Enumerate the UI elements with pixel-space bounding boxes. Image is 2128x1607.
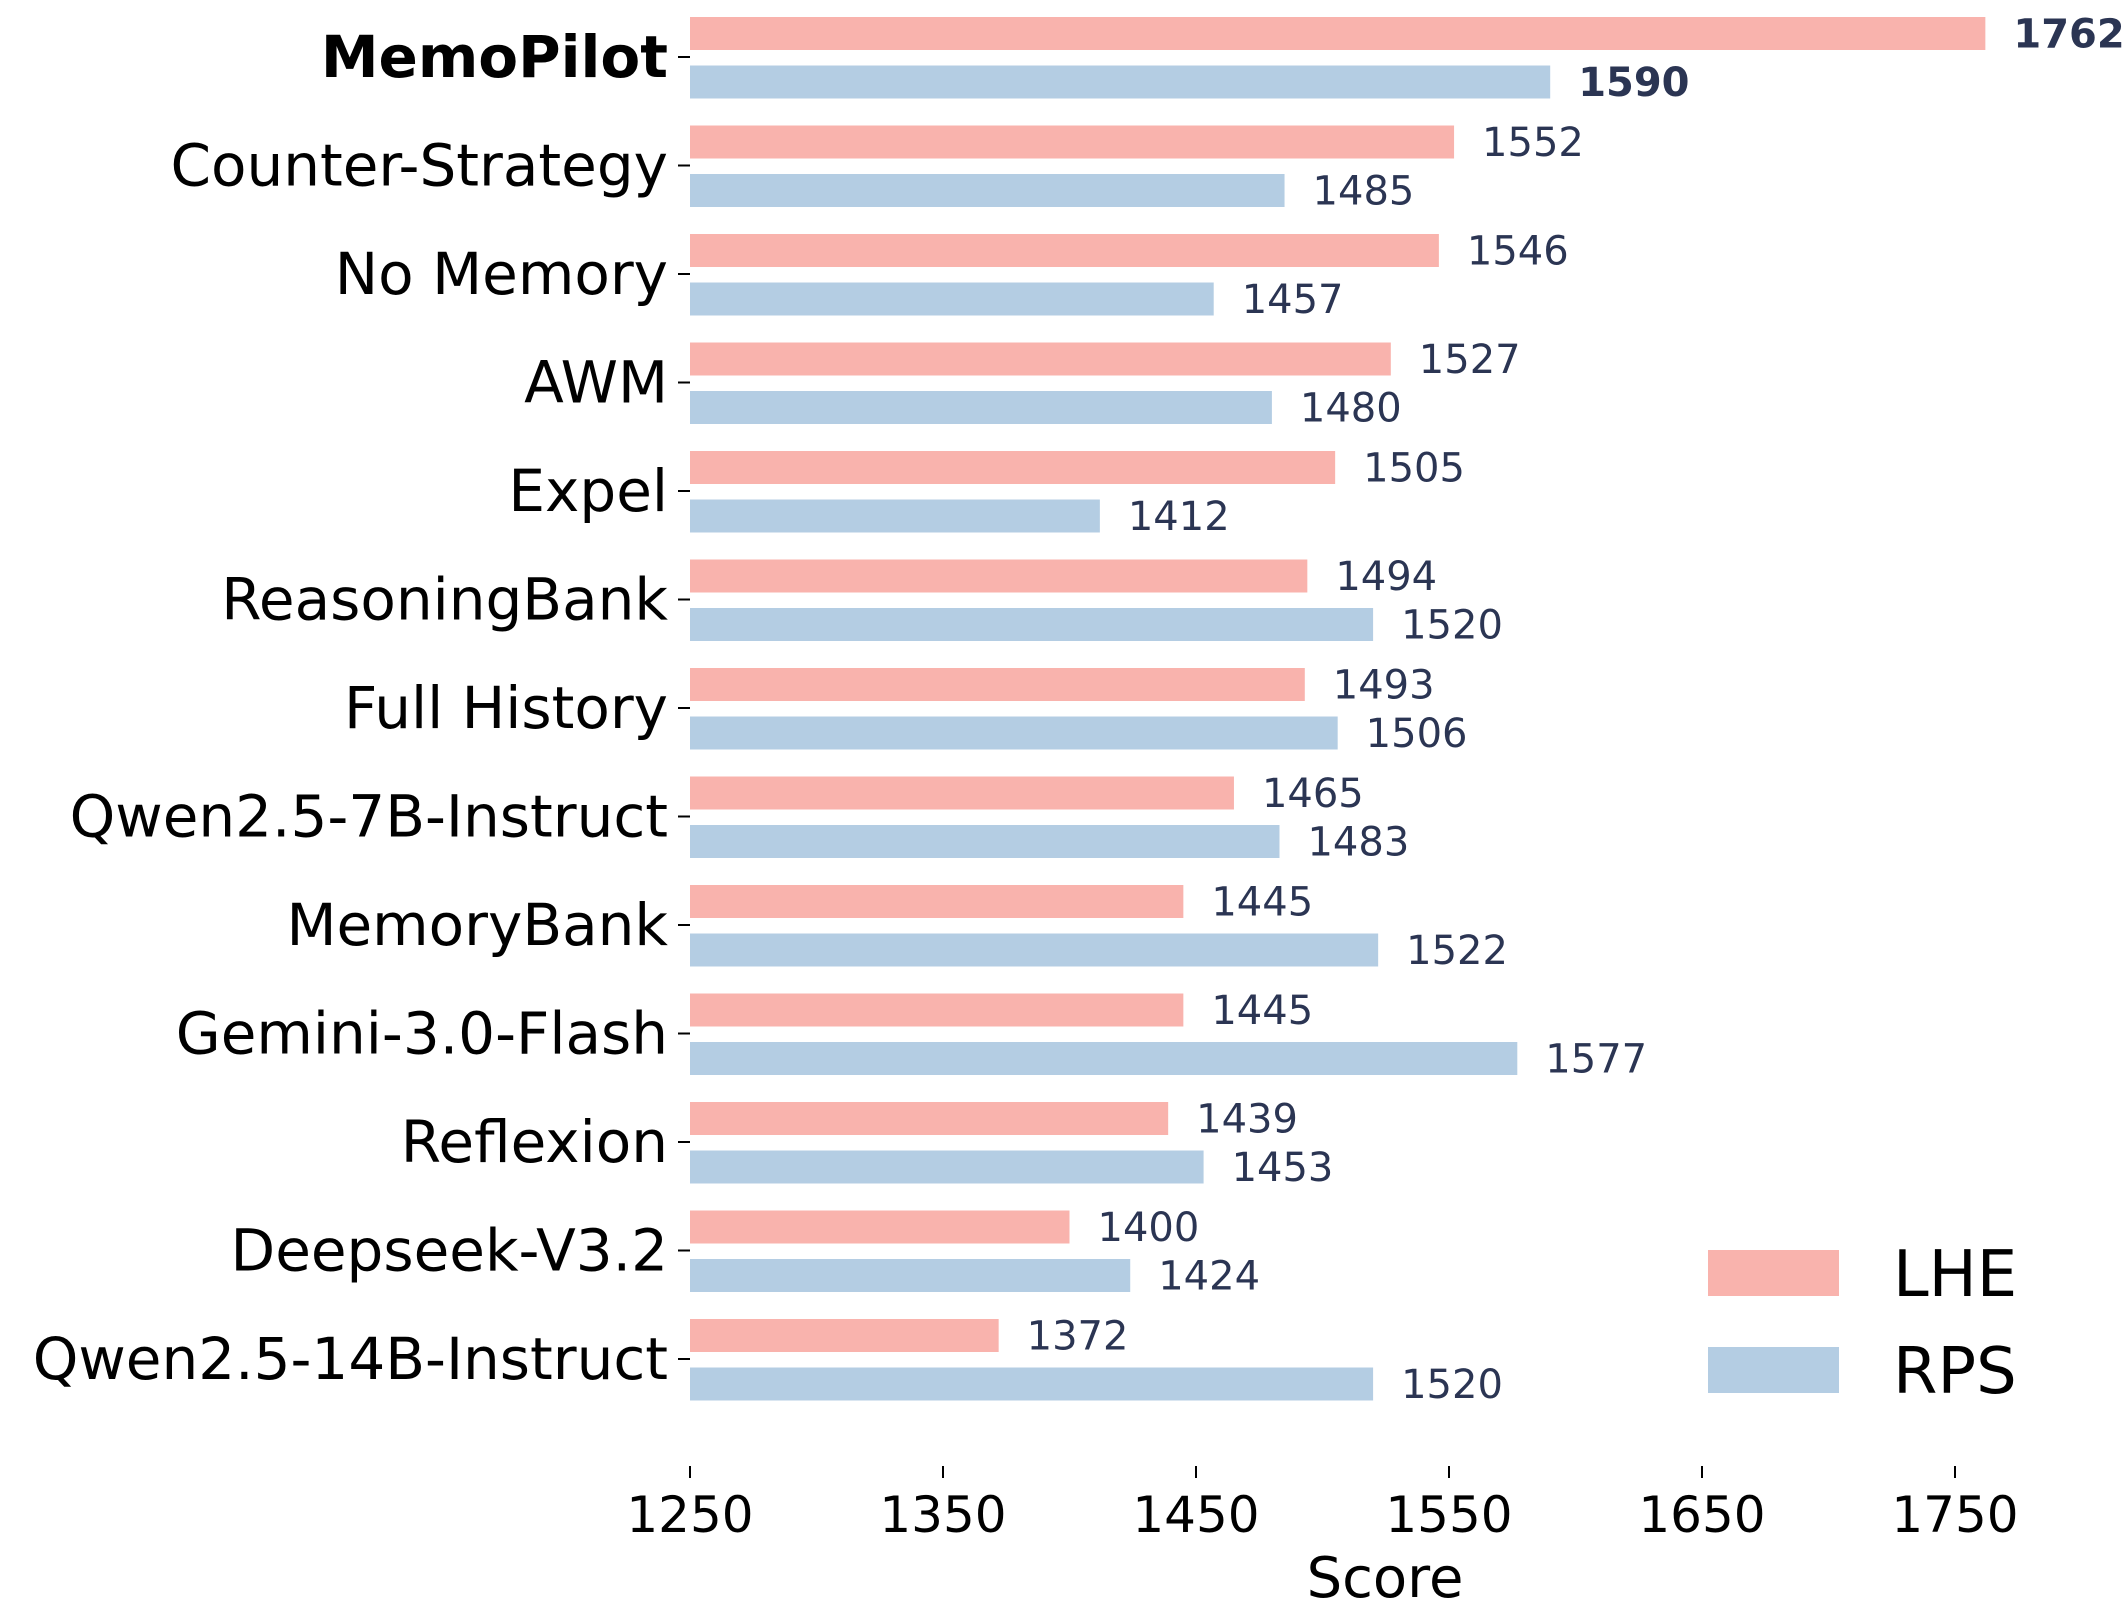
value-label-lhe-no-memory: 1546 [1467, 229, 1569, 275]
bar-lhe-memorybank [690, 885, 1184, 918]
bar-rps-gemini-3-0-flash [690, 1042, 1518, 1075]
category-label-memopilot: MemoPilot [321, 23, 668, 91]
category-label-deepseek-v3-2: Deepseek-V3.2 [231, 1217, 668, 1285]
bar-lhe-gemini-3-0-flash [690, 993, 1184, 1027]
value-label-lhe-deepseek-v3-2: 1400 [1098, 1205, 1200, 1251]
value-label-lhe-qwen2-5-14b-instruct: 1372 [1027, 1314, 1129, 1360]
bar-lhe-no-memory [690, 234, 1439, 267]
legend-swatch-lhe [1708, 1250, 1839, 1296]
bar-rps-awm [690, 391, 1272, 424]
legend: LHE RPS [1708, 1238, 2017, 1409]
bar-rps-counter-strategy [690, 174, 1285, 207]
value-label-rps-reflexion: 1453 [1232, 1145, 1334, 1191]
bar-lhe-counter-strategy [690, 125, 1455, 159]
value-label-rps-no-memory: 1457 [1242, 277, 1344, 323]
category-label-gemini-3-0-flash: Gemini-3.0-Flash [176, 1000, 668, 1068]
bar-rps-qwen2-5-14b-instruct [690, 1367, 1374, 1401]
bar-lhe-reflexion [690, 1102, 1169, 1135]
value-label-rps-reasoningbank: 1520 [1401, 603, 1503, 649]
value-label-lhe-gemini-3-0-flash: 1445 [1211, 988, 1313, 1034]
value-label-rps-deepseek-v3-2: 1424 [1158, 1254, 1260, 1300]
x-tick-label-1750: 1750 [1891, 1486, 2018, 1544]
category-label-reasoningbank: ReasoningBank [221, 566, 668, 634]
value-label-lhe-reflexion: 1439 [1196, 1097, 1298, 1143]
x-tick-label-1350: 1350 [879, 1486, 1006, 1544]
bars-layer [690, 17, 1986, 1401]
bar-rps-memorybank [690, 933, 1379, 967]
bar-rps-full-history [690, 716, 1338, 750]
bar-rps-reasoningbank [690, 608, 1374, 641]
value-label-lhe-counter-strategy: 1552 [1482, 120, 1584, 166]
value-label-lhe-qwen2-5-7b-instruct: 1465 [1262, 771, 1364, 817]
axis-layer: 1250 1350 1450 1550 1650 1750 Score [626, 56, 2019, 1607]
value-label-rps-memopilot: 1590 [1578, 60, 1689, 106]
value-label-lhe-awm: 1527 [1419, 337, 1521, 383]
value-label-rps-qwen2-5-7b-instruct: 1483 [1307, 820, 1409, 866]
value-label-rps-memorybank: 1522 [1406, 928, 1508, 974]
x-axis-title: Score [1307, 1546, 1464, 1607]
category-label-expel: Expel [508, 457, 668, 525]
bar-lhe-qwen2-5-14b-instruct [690, 1319, 999, 1352]
value-label-lhe-reasoningbank: 1494 [1335, 554, 1437, 600]
category-label-reflexion: Reflexion [401, 1108, 668, 1176]
x-tick-label-1550: 1550 [1385, 1486, 1512, 1544]
bar-lhe-qwen2-5-7b-instruct [690, 776, 1234, 810]
category-label-full-history: Full History [344, 674, 668, 742]
category-label-no-memory: No Memory [335, 240, 668, 308]
value-label-rps-qwen2-5-14b-instruct: 1520 [1401, 1362, 1503, 1408]
value-label-rps-counter-strategy: 1485 [1313, 169, 1415, 215]
bar-lhe-deepseek-v3-2 [690, 1210, 1070, 1244]
bar-lhe-reasoningbank [690, 559, 1308, 593]
category-label-counter-strategy: Counter-Strategy [170, 132, 668, 200]
legend-swatch-rps [1708, 1347, 1839, 1393]
bar-rps-memopilot [690, 65, 1551, 99]
bar-lhe-full-history [690, 668, 1305, 701]
bar-rps-deepseek-v3-2 [690, 1259, 1131, 1292]
value-label-rps-expel: 1412 [1128, 494, 1230, 540]
x-tick-label-1250: 1250 [626, 1486, 753, 1544]
category-label-memorybank: MemoryBank [286, 891, 668, 959]
value-label-lhe-memorybank: 1445 [1211, 880, 1313, 926]
x-tick-label-1450: 1450 [1132, 1486, 1259, 1544]
bar-rps-no-memory [690, 282, 1214, 316]
bar-rps-qwen2-5-7b-instruct [690, 825, 1280, 858]
value-label-lhe-expel: 1505 [1363, 446, 1465, 492]
value-label-lhe-memopilot: 1762 [2013, 12, 2124, 58]
bar-lhe-memopilot [690, 17, 1986, 50]
bar-lhe-expel [690, 451, 1336, 484]
category-label-awm: AWM [524, 349, 668, 417]
bar-rps-reflexion [690, 1150, 1204, 1184]
legend-label-lhe: LHE [1893, 1238, 2017, 1312]
labels-layer: MemoPilot 1762 1590 Counter-Strategy 1552 148… [33, 12, 2125, 1409]
category-label-qwen2-5-7b-instruct: Qwen2.5-7B-Instruct [70, 783, 668, 851]
x-tick-label-1650: 1650 [1638, 1486, 1765, 1544]
legend-label-rps: RPS [1893, 1335, 2017, 1409]
value-label-rps-gemini-3-0-flash: 1577 [1545, 1037, 1647, 1083]
bar-rps-expel [690, 499, 1100, 533]
value-label-rps-full-history: 1506 [1366, 711, 1468, 757]
value-label-lhe-full-history: 1493 [1333, 663, 1435, 709]
category-label-qwen2-5-14b-instruct: Qwen2.5-14B-Instruct [33, 1325, 668, 1393]
value-label-rps-awm: 1480 [1300, 386, 1402, 432]
bar-lhe-awm [690, 342, 1391, 376]
